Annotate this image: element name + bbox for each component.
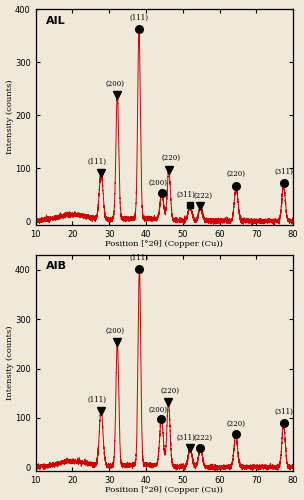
- Text: (200): (200): [148, 406, 167, 413]
- Text: (200): (200): [106, 327, 125, 335]
- Text: (111): (111): [130, 14, 149, 22]
- Text: (111): (111): [88, 158, 107, 166]
- Text: (220): (220): [161, 154, 180, 162]
- Text: (220): (220): [161, 388, 180, 396]
- Text: (111): (111): [88, 396, 107, 404]
- Y-axis label: Intensity (counts): Intensity (counts): [5, 326, 14, 400]
- Text: AIB: AIB: [46, 262, 67, 272]
- Text: (200): (200): [149, 179, 168, 187]
- Text: (311): (311): [274, 168, 293, 175]
- Text: AIL: AIL: [46, 16, 66, 26]
- X-axis label: Position [°2θ] (Copper (Cu)): Position [°2θ] (Copper (Cu)): [105, 486, 223, 494]
- Text: (222): (222): [194, 434, 213, 442]
- Text: (311): (311): [274, 408, 293, 416]
- Text: (311): (311): [176, 434, 195, 442]
- Y-axis label: Intensity (counts): Intensity (counts): [5, 80, 14, 154]
- Text: (311): (311): [176, 191, 195, 199]
- Text: (220): (220): [226, 170, 246, 178]
- Text: (220): (220): [226, 420, 245, 428]
- Text: (111): (111): [130, 254, 149, 262]
- Text: (222): (222): [194, 192, 213, 200]
- Text: (200): (200): [106, 80, 125, 88]
- X-axis label: Position [°2θ] (Copper (Cu)): Position [°2θ] (Copper (Cu)): [105, 240, 223, 248]
